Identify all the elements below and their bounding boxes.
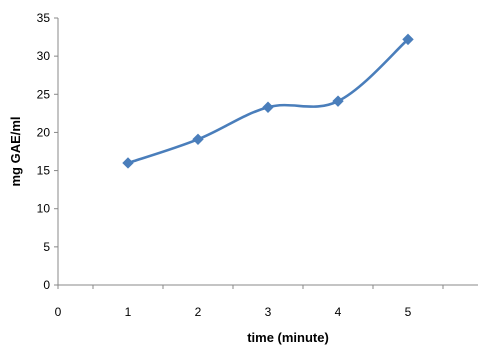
y-tick-label: 10 [37,202,51,216]
data-point-marker [262,101,274,113]
x-ticks: 0 1 2 3 4 5 [55,285,444,319]
series-layer [122,33,414,169]
data-point-marker [122,157,134,169]
y-tick-label: 25 [37,87,51,101]
series-line [127,38,409,165]
y-tick-label: 0 [43,278,50,292]
x-tick-label: 4 [335,305,342,319]
y-tick-label: 35 [37,11,51,25]
y-tick-label: 20 [37,125,51,139]
y-tick-label: 30 [37,49,51,63]
y-tick-label: 15 [37,164,51,178]
y-axis-title: mg GAE/ml [8,116,23,186]
data-point-marker [332,95,344,107]
x-tick-label: 3 [265,305,272,319]
x-tick-label: 5 [405,305,412,319]
y-ticks: 0 5 10 15 20 25 30 35 [37,11,58,292]
y-tick-label: 5 [43,240,50,254]
x-tick-label: 1 [125,305,132,319]
x-axis-title: time (minute) [247,330,329,345]
data-point-marker [402,33,414,46]
data-point-marker [192,133,204,146]
x-tick-label: 0 [55,305,62,319]
plot-area: 0 5 10 15 20 25 30 35 0 1 2 3 4 5 [37,11,478,319]
x-tick-label: 2 [195,305,202,319]
